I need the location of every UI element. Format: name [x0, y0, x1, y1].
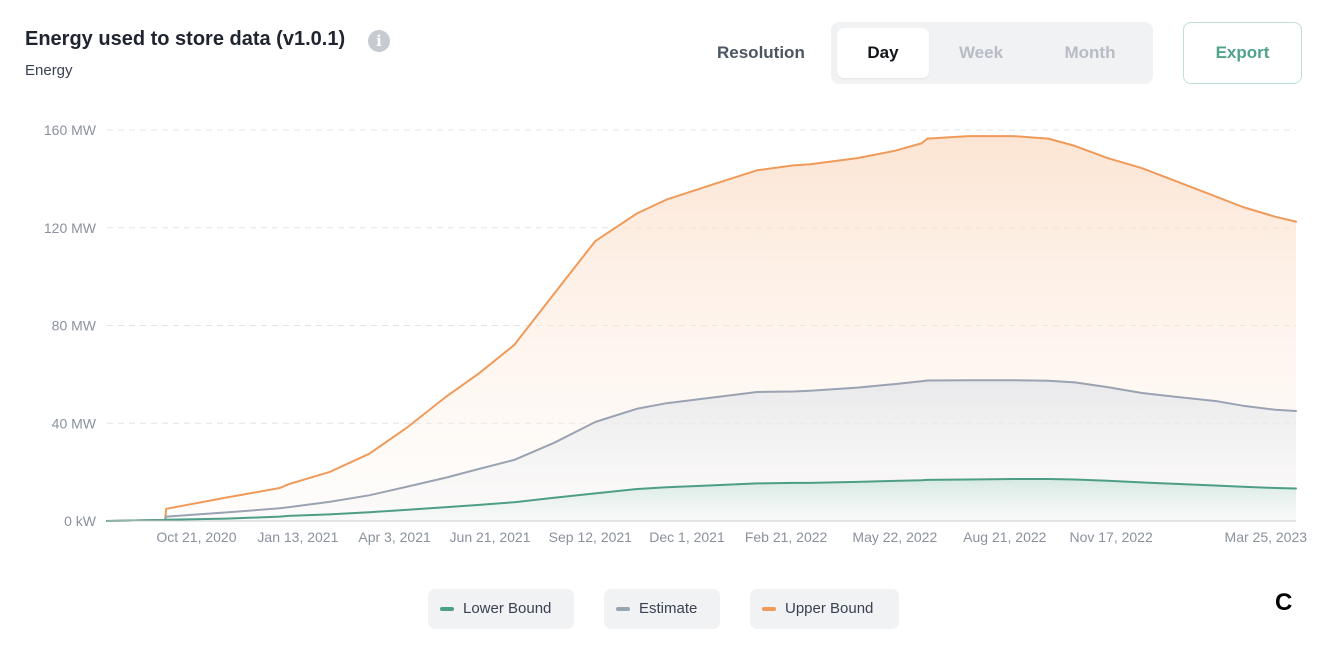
legend-label-estimate: Estimate	[639, 600, 698, 617]
legend-item-upper-bound[interactable]: Upper Bound	[750, 589, 899, 629]
resolution-month-button[interactable]: Month	[1064, 43, 1116, 62]
legend-item-estimate[interactable]: Estimate	[604, 589, 720, 629]
x-tick-label: Feb 21, 2022	[745, 529, 828, 545]
axes: 0 kW 40 MW 80 MW 120 MW 160 MW Oct 21, 2020 Ja…	[44, 122, 1307, 545]
resolution-label: Resolution	[717, 43, 805, 62]
resolution-toggle: Day Week Month	[831, 22, 1153, 84]
resolution-day-button[interactable]: Day	[837, 28, 929, 78]
line-upper-bound	[106, 135, 1297, 522]
x-tick-label: Sep 12, 2021	[549, 529, 633, 545]
line-lower-bound	[106, 478, 1297, 522]
line-estimate	[106, 379, 1297, 522]
y-tick-label: 40 MW	[52, 415, 97, 431]
x-tick-label: Apr 3, 2021	[358, 529, 431, 545]
x-tick-label: Nov 17, 2022	[1069, 529, 1152, 545]
y-tick-label: 0 kW	[64, 513, 97, 529]
corner-label: C	[1275, 589, 1293, 616]
energy-chart: 0 kW 40 MW 80 MW 120 MW 160 MW Oct 21, 2020 Ja…	[44, 122, 1307, 545]
x-tick-label: Dec 1, 2021	[649, 529, 725, 545]
legend-swatch-lower-bound	[440, 607, 454, 611]
y-tick-label: 160 MW	[44, 122, 97, 138]
x-tick-label: Mar 25, 2023	[1225, 529, 1308, 545]
x-tick-label: Oct 21, 2020	[156, 529, 236, 545]
x-tick-label: Jan 13, 2021	[257, 529, 338, 545]
export-button[interactable]: Export	[1183, 22, 1302, 84]
series-areas	[107, 136, 1296, 521]
chart-subtitle: Energy	[25, 62, 73, 79]
legend-item-lower-bound[interactable]: Lower Bound	[428, 589, 574, 629]
x-tick-label: May 22, 2022	[852, 529, 937, 545]
legend-label-lower-bound: Lower Bound	[463, 600, 552, 617]
legend-swatch-estimate	[616, 607, 630, 611]
series-lines	[106, 135, 1297, 522]
info-icon[interactable]: i	[368, 30, 390, 52]
y-tick-label: 80 MW	[52, 318, 97, 334]
chart-title: Energy used to store data (v1.0.1)	[25, 28, 346, 50]
x-tick-label: Jun 21, 2021	[450, 529, 531, 545]
legend-label-upper-bound: Upper Bound	[785, 600, 874, 617]
legend-swatch-upper-bound	[762, 607, 776, 611]
y-tick-label: 120 MW	[44, 220, 97, 236]
resolution-week-button[interactable]: Week	[958, 43, 1004, 62]
x-tick-label: Aug 21, 2022	[963, 529, 1047, 545]
